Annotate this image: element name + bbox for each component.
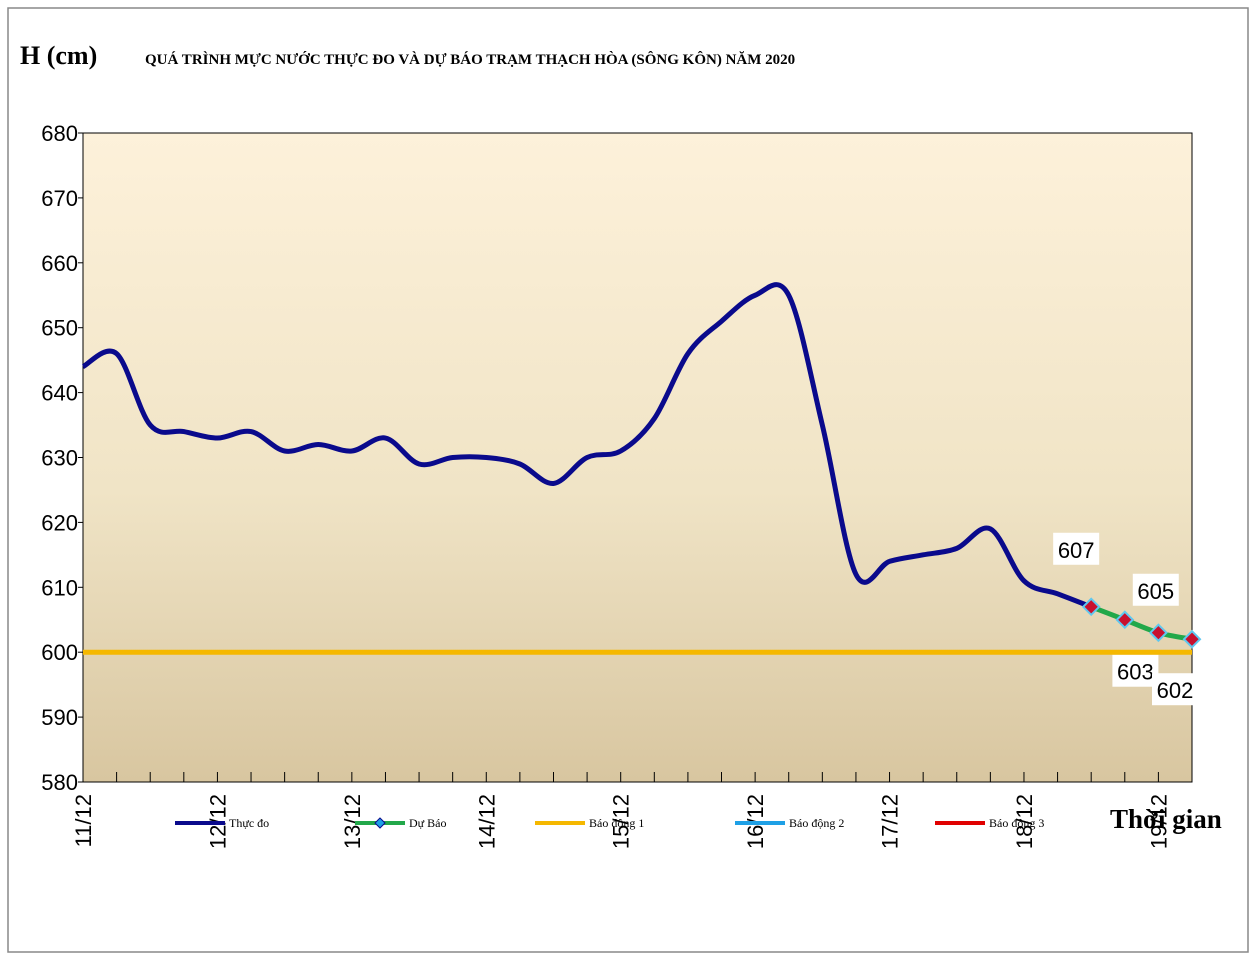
legend-label: Dự Báo [409, 816, 447, 830]
marker [1081, 597, 1101, 617]
x-axis-label: Thời gian [1110, 804, 1222, 834]
data-label: 603 [1117, 660, 1154, 685]
series-line [81, 282, 1093, 610]
x-tick-label: 14/12 [474, 794, 499, 849]
data-label: 602 [1157, 678, 1194, 703]
legend-label: Báo động 2 [789, 816, 844, 830]
marker [1115, 610, 1135, 630]
y-tick-label: 590 [41, 705, 78, 730]
y-tick-label: 630 [41, 446, 78, 471]
x-tick-label: 15/12 [609, 794, 634, 849]
legend-label: Báo động 1 [589, 816, 644, 830]
y-tick-label: 670 [41, 186, 78, 211]
y-tick-label: 610 [41, 575, 78, 600]
plot-area [82, 132, 1193, 783]
data-label: 605 [1137, 579, 1174, 604]
x-tick-label: 18/12 [1012, 794, 1037, 849]
legend-marker [374, 817, 386, 829]
x-tick-label: 19/12 [1146, 794, 1171, 849]
legend-label: Báo động 3 [989, 816, 1044, 830]
x-tick-label: 17/12 [878, 794, 903, 849]
series-line [1090, 604, 1193, 642]
y-axis-label: H (cm) [20, 41, 97, 70]
y-tick-label: 640 [41, 381, 78, 406]
y-tick-label: 680 [41, 121, 78, 146]
y-tick-label: 620 [41, 510, 78, 535]
legend-label: Thực đo [229, 816, 269, 830]
data-label-box [1112, 654, 1159, 687]
x-tick-label: 11/12 [71, 794, 96, 847]
y-tick-label: 600 [41, 640, 78, 665]
y-tick-label: 660 [41, 251, 78, 276]
chart-title: QUÁ TRÌNH MỰC NƯỚC THỰC ĐO VÀ DỰ BÁO TRẠ… [145, 51, 795, 68]
marker [1148, 623, 1168, 643]
data-label-box [1132, 573, 1179, 606]
marker [1182, 629, 1202, 649]
y-tick-label: 580 [41, 770, 78, 795]
y-tick-label: 650 [41, 316, 78, 341]
data-label-box [1152, 673, 1198, 706]
data-label: 607 [1058, 538, 1095, 563]
data-label-box [1053, 532, 1100, 565]
